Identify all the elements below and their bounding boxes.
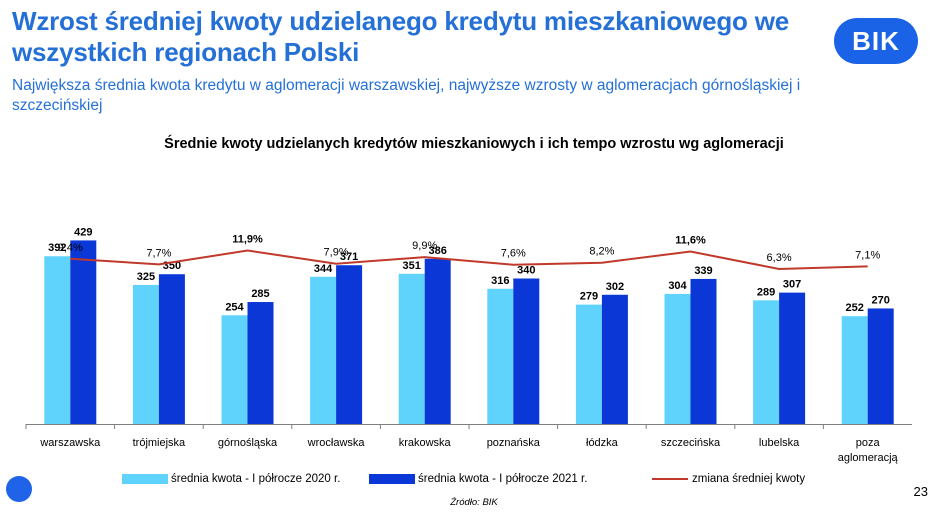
bar-value-label: 325 <box>137 271 155 283</box>
bar-2020 <box>44 256 71 424</box>
page-title: Wzrost średniej kwoty udzielanego kredyt… <box>12 6 790 67</box>
bar-2021 <box>70 240 97 424</box>
bar-value-label: 270 <box>872 294 890 306</box>
x-tick-label: górnośląska <box>218 437 278 449</box>
bar-value-label: 429 <box>74 226 92 238</box>
line-value-label: 7,1% <box>855 249 880 261</box>
x-tick-label: aglomeracją <box>838 452 899 464</box>
bar-2020 <box>575 304 602 424</box>
bar-2021 <box>158 274 185 424</box>
line-value-label: 11,6% <box>675 235 706 247</box>
bar-value-label: 386 <box>429 245 447 257</box>
line-value-label: 6,3% <box>767 252 792 264</box>
bar-2020 <box>310 276 337 424</box>
bik-logo: BIK <box>834 18 918 64</box>
legend-item-2021: średnia kwota - I półrocze 2021 r. <box>369 473 587 485</box>
bar-value-label: 304 <box>668 280 687 292</box>
x-tick-label: wrocławska <box>307 437 366 449</box>
line-value-label: 9,4% <box>58 242 83 254</box>
legend-swatch-growth <box>652 478 688 480</box>
bar-2020 <box>221 315 248 424</box>
bar-value-label: 252 <box>846 302 864 314</box>
line-value-label: 11,9% <box>232 234 263 246</box>
bar-2020 <box>753 300 780 424</box>
bar-2021 <box>336 265 363 424</box>
chart-legend: średnia kwota - I półrocze 2020 r. średn… <box>0 473 948 491</box>
line-value-label: 7,6% <box>501 248 526 260</box>
legend-label-growth: zmiana średniej kwoty <box>692 473 806 485</box>
bar-value-label: 339 <box>694 265 712 277</box>
x-tick-label: krakowska <box>399 437 452 449</box>
page-subtitle: Największa średnia kwota kredytu w aglom… <box>12 77 801 114</box>
x-tick-label: łódzka <box>586 437 619 449</box>
legend-label-2021: średnia kwota - I półrocze 2021 r. <box>418 473 588 485</box>
legend-item-2020: średnia kwota - I półrocze 2020 r. <box>122 473 340 485</box>
legend-label-2020: średnia kwota - I półrocze 2020 r. <box>171 473 341 485</box>
line-value-label: 9,9% <box>412 240 437 252</box>
bar-2020 <box>664 293 691 424</box>
bar-value-label: 302 <box>606 281 624 293</box>
bar-value-label: 285 <box>251 288 269 300</box>
growth-line <box>70 249 868 271</box>
legend-swatch-2020 <box>122 474 168 484</box>
x-tick-label: trójmiejska <box>133 437 186 449</box>
bar-value-label: 307 <box>783 279 801 291</box>
bar-2021 <box>601 294 628 424</box>
decorative-dot <box>6 476 32 502</box>
bar-value-label: 340 <box>517 265 535 277</box>
bar-2021 <box>513 278 540 424</box>
x-tick-label: warszawska <box>39 437 101 449</box>
source-note: Źródło: BIK <box>450 497 498 508</box>
x-tick-label: lubelska <box>759 437 800 449</box>
bar-2020 <box>398 273 425 424</box>
bar-value-label: 279 <box>580 291 598 303</box>
page-number: 23 <box>913 484 928 499</box>
bar-value-label: 344 <box>314 263 333 275</box>
bar-line-chart: 392429warszawska9,4%325350trójmiejska7,7… <box>25 226 912 464</box>
bar-value-label: 254 <box>225 301 244 313</box>
bar-2021 <box>690 278 717 424</box>
chart-title: Średnie kwoty udzielanych kredytów miesz… <box>164 136 784 152</box>
line-value-label: 7,9% <box>324 247 349 259</box>
line-value-label: 8,2% <box>589 246 614 258</box>
bar-2020 <box>841 316 868 424</box>
legend-swatch-2021 <box>369 474 415 484</box>
bar-value-label: 392 <box>48 242 66 254</box>
bar-value-label: 316 <box>491 275 509 287</box>
bar-value-label: 351 <box>403 260 421 272</box>
x-tick-label: szczecińska <box>661 437 721 449</box>
x-tick-label: poza <box>856 437 881 449</box>
bar-value-label: 371 <box>340 251 358 263</box>
bar-2021 <box>867 308 894 424</box>
bar-2021 <box>424 258 451 424</box>
line-value-label: 7,7% <box>146 247 171 259</box>
bar-2020 <box>487 288 514 424</box>
legend-item-growth: zmiana średniej kwoty <box>652 473 805 485</box>
bar-2021 <box>779 292 806 424</box>
bar-2020 <box>132 284 159 424</box>
x-tick-label: poznańska <box>487 437 541 449</box>
bar-2021 <box>247 302 274 424</box>
bar-value-label: 289 <box>757 286 775 298</box>
